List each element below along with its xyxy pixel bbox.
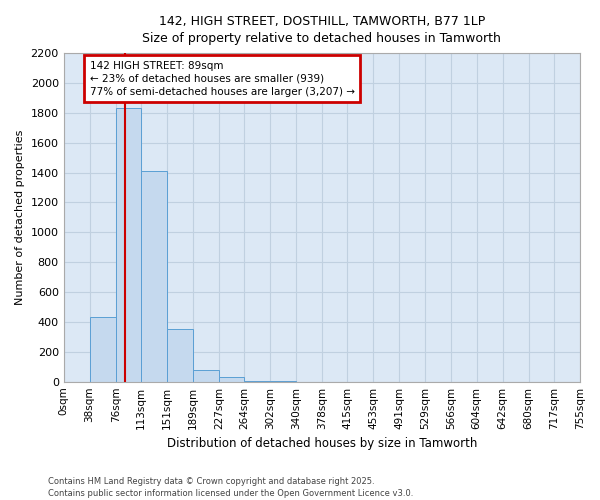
Y-axis label: Number of detached properties: Number of detached properties: [15, 130, 25, 305]
X-axis label: Distribution of detached houses by size in Tamworth: Distribution of detached houses by size …: [167, 437, 477, 450]
Text: Contains HM Land Registry data © Crown copyright and database right 2025.
Contai: Contains HM Land Registry data © Crown c…: [48, 476, 413, 498]
Bar: [89, 318, 116, 382]
Title: 142, HIGH STREET, DOSTHILL, TAMWORTH, B77 1LP
Size of property relative to detac: 142, HIGH STREET, DOSTHILL, TAMWORTH, B7…: [142, 15, 501, 45]
Bar: [116, 108, 141, 382]
Bar: [219, 377, 244, 382]
Bar: [193, 370, 219, 382]
Bar: [167, 330, 193, 382]
Bar: [244, 381, 270, 382]
Text: 142 HIGH STREET: 89sqm
← 23% of detached houses are smaller (939)
77% of semi-de: 142 HIGH STREET: 89sqm ← 23% of detached…: [89, 60, 355, 97]
Bar: [141, 171, 167, 382]
